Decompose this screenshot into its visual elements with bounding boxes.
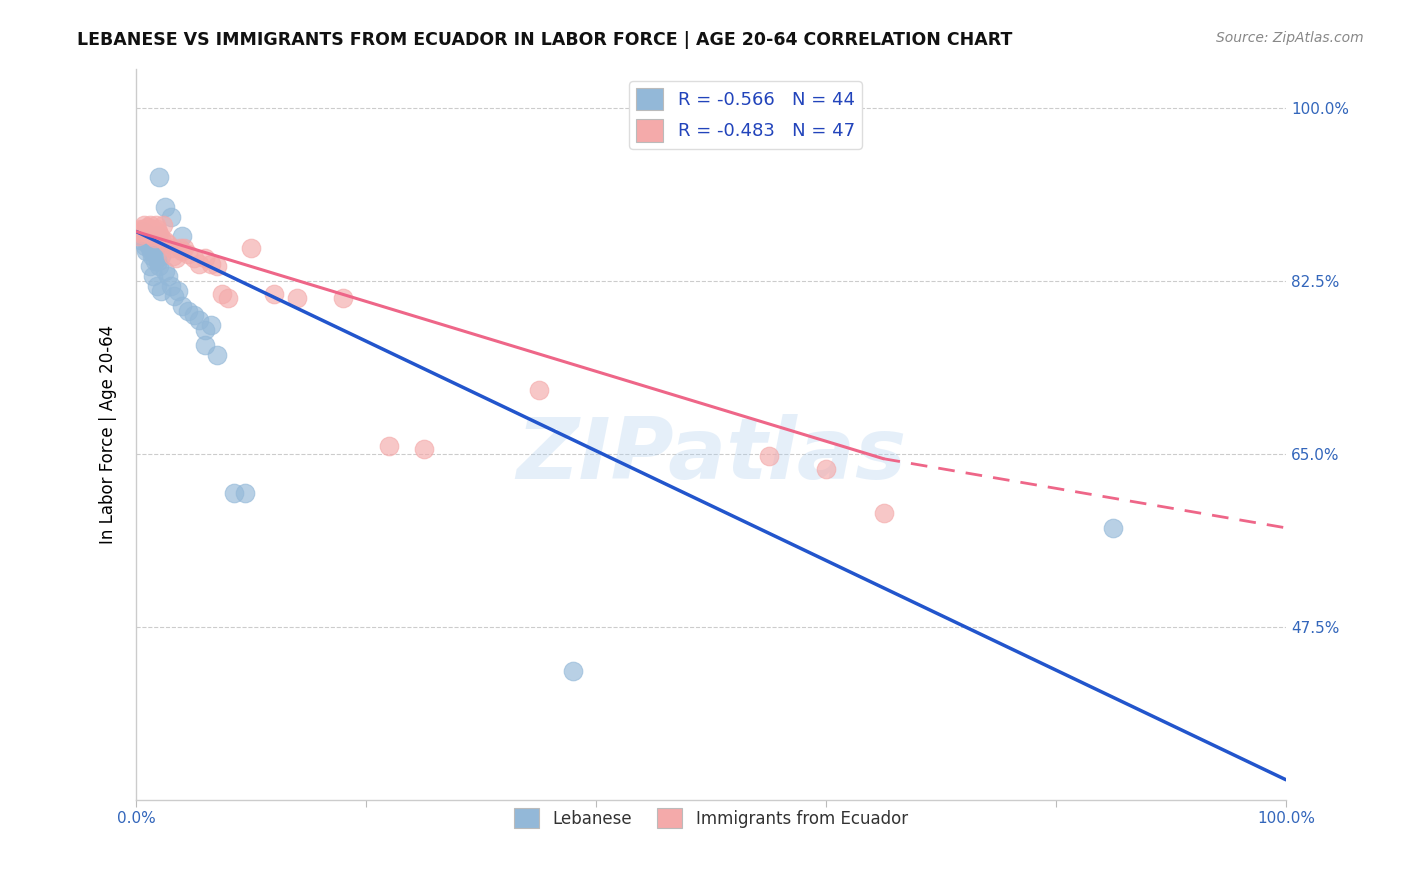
Point [136, 229, 159, 244]
Point [200, 257, 222, 271]
Point [205, 348, 228, 362]
Point [134, 218, 156, 232]
Point [139, 221, 162, 235]
Point [148, 170, 170, 185]
Point [183, 251, 205, 265]
Point [132, 235, 155, 249]
Point [814, 461, 837, 475]
Point [150, 284, 173, 298]
Point [200, 318, 222, 333]
Point [146, 229, 169, 244]
Point [141, 225, 163, 239]
Point [872, 506, 894, 520]
Point [412, 442, 434, 456]
Point [177, 303, 200, 318]
Point [153, 264, 176, 278]
Point [169, 241, 191, 255]
Point [143, 254, 166, 268]
Point [194, 323, 217, 337]
Point [165, 251, 187, 265]
Point [143, 231, 166, 245]
Point [129, 225, 152, 239]
Point [157, 268, 180, 283]
Point [141, 249, 163, 263]
Point [145, 239, 167, 253]
Point [172, 244, 194, 259]
Legend: Lebanese, Immigrants from Ecuador: Lebanese, Immigrants from Ecuador [508, 801, 914, 835]
Point [127, 229, 149, 244]
Point [150, 249, 173, 263]
Point [128, 229, 150, 244]
Point [758, 449, 780, 463]
Point [217, 291, 239, 305]
Point [135, 225, 157, 239]
Point [136, 219, 159, 234]
Point [233, 486, 256, 500]
Point [240, 241, 263, 255]
Point [263, 286, 285, 301]
Point [146, 225, 169, 239]
Point [527, 383, 550, 397]
Point [172, 299, 194, 313]
Point [222, 486, 245, 500]
Point [132, 221, 155, 235]
Point [194, 251, 217, 265]
Point [139, 235, 162, 249]
Point [211, 286, 233, 301]
Point [142, 229, 165, 244]
Point [139, 259, 162, 273]
Point [183, 309, 205, 323]
Point [139, 218, 162, 232]
Point [128, 221, 150, 235]
Point [148, 227, 170, 242]
Point [139, 244, 162, 259]
Y-axis label: In Labor Force | Age 20-64: In Labor Force | Age 20-64 [100, 325, 117, 543]
Point [135, 244, 157, 259]
Point [194, 338, 217, 352]
Point [1102, 521, 1125, 535]
Point [173, 241, 195, 255]
Point [138, 227, 160, 242]
Text: Source: ZipAtlas.com: Source: ZipAtlas.com [1216, 31, 1364, 45]
Point [146, 254, 169, 268]
Text: ZIPatlas: ZIPatlas [516, 415, 905, 498]
Point [153, 200, 176, 214]
Point [153, 235, 176, 249]
Point [142, 268, 165, 283]
Point [562, 664, 585, 678]
Point [134, 239, 156, 253]
Point [162, 249, 184, 263]
Text: LEBANESE VS IMMIGRANTS FROM ECUADOR IN LABOR FORCE | AGE 20-64 CORRELATION CHART: LEBANESE VS IMMIGRANTS FROM ECUADOR IN L… [77, 31, 1012, 49]
Point [163, 289, 186, 303]
Point [188, 313, 211, 327]
Point [332, 291, 354, 305]
Point [188, 257, 211, 271]
Point [159, 241, 181, 255]
Point [166, 284, 188, 298]
Point [159, 210, 181, 224]
Point [131, 229, 153, 244]
Point [129, 225, 152, 239]
Point [152, 218, 174, 232]
Point [177, 247, 200, 261]
Point [205, 259, 228, 273]
Point [146, 221, 169, 235]
Point [145, 218, 167, 232]
Point [285, 291, 308, 305]
Point [378, 439, 401, 453]
Point [150, 231, 173, 245]
Point [134, 225, 156, 239]
Point [157, 237, 180, 252]
Point [142, 244, 165, 259]
Point [172, 229, 194, 244]
Point [148, 259, 170, 273]
Point [159, 278, 181, 293]
Point [138, 239, 160, 253]
Point [146, 278, 169, 293]
Point [134, 221, 156, 235]
Point [131, 227, 153, 242]
